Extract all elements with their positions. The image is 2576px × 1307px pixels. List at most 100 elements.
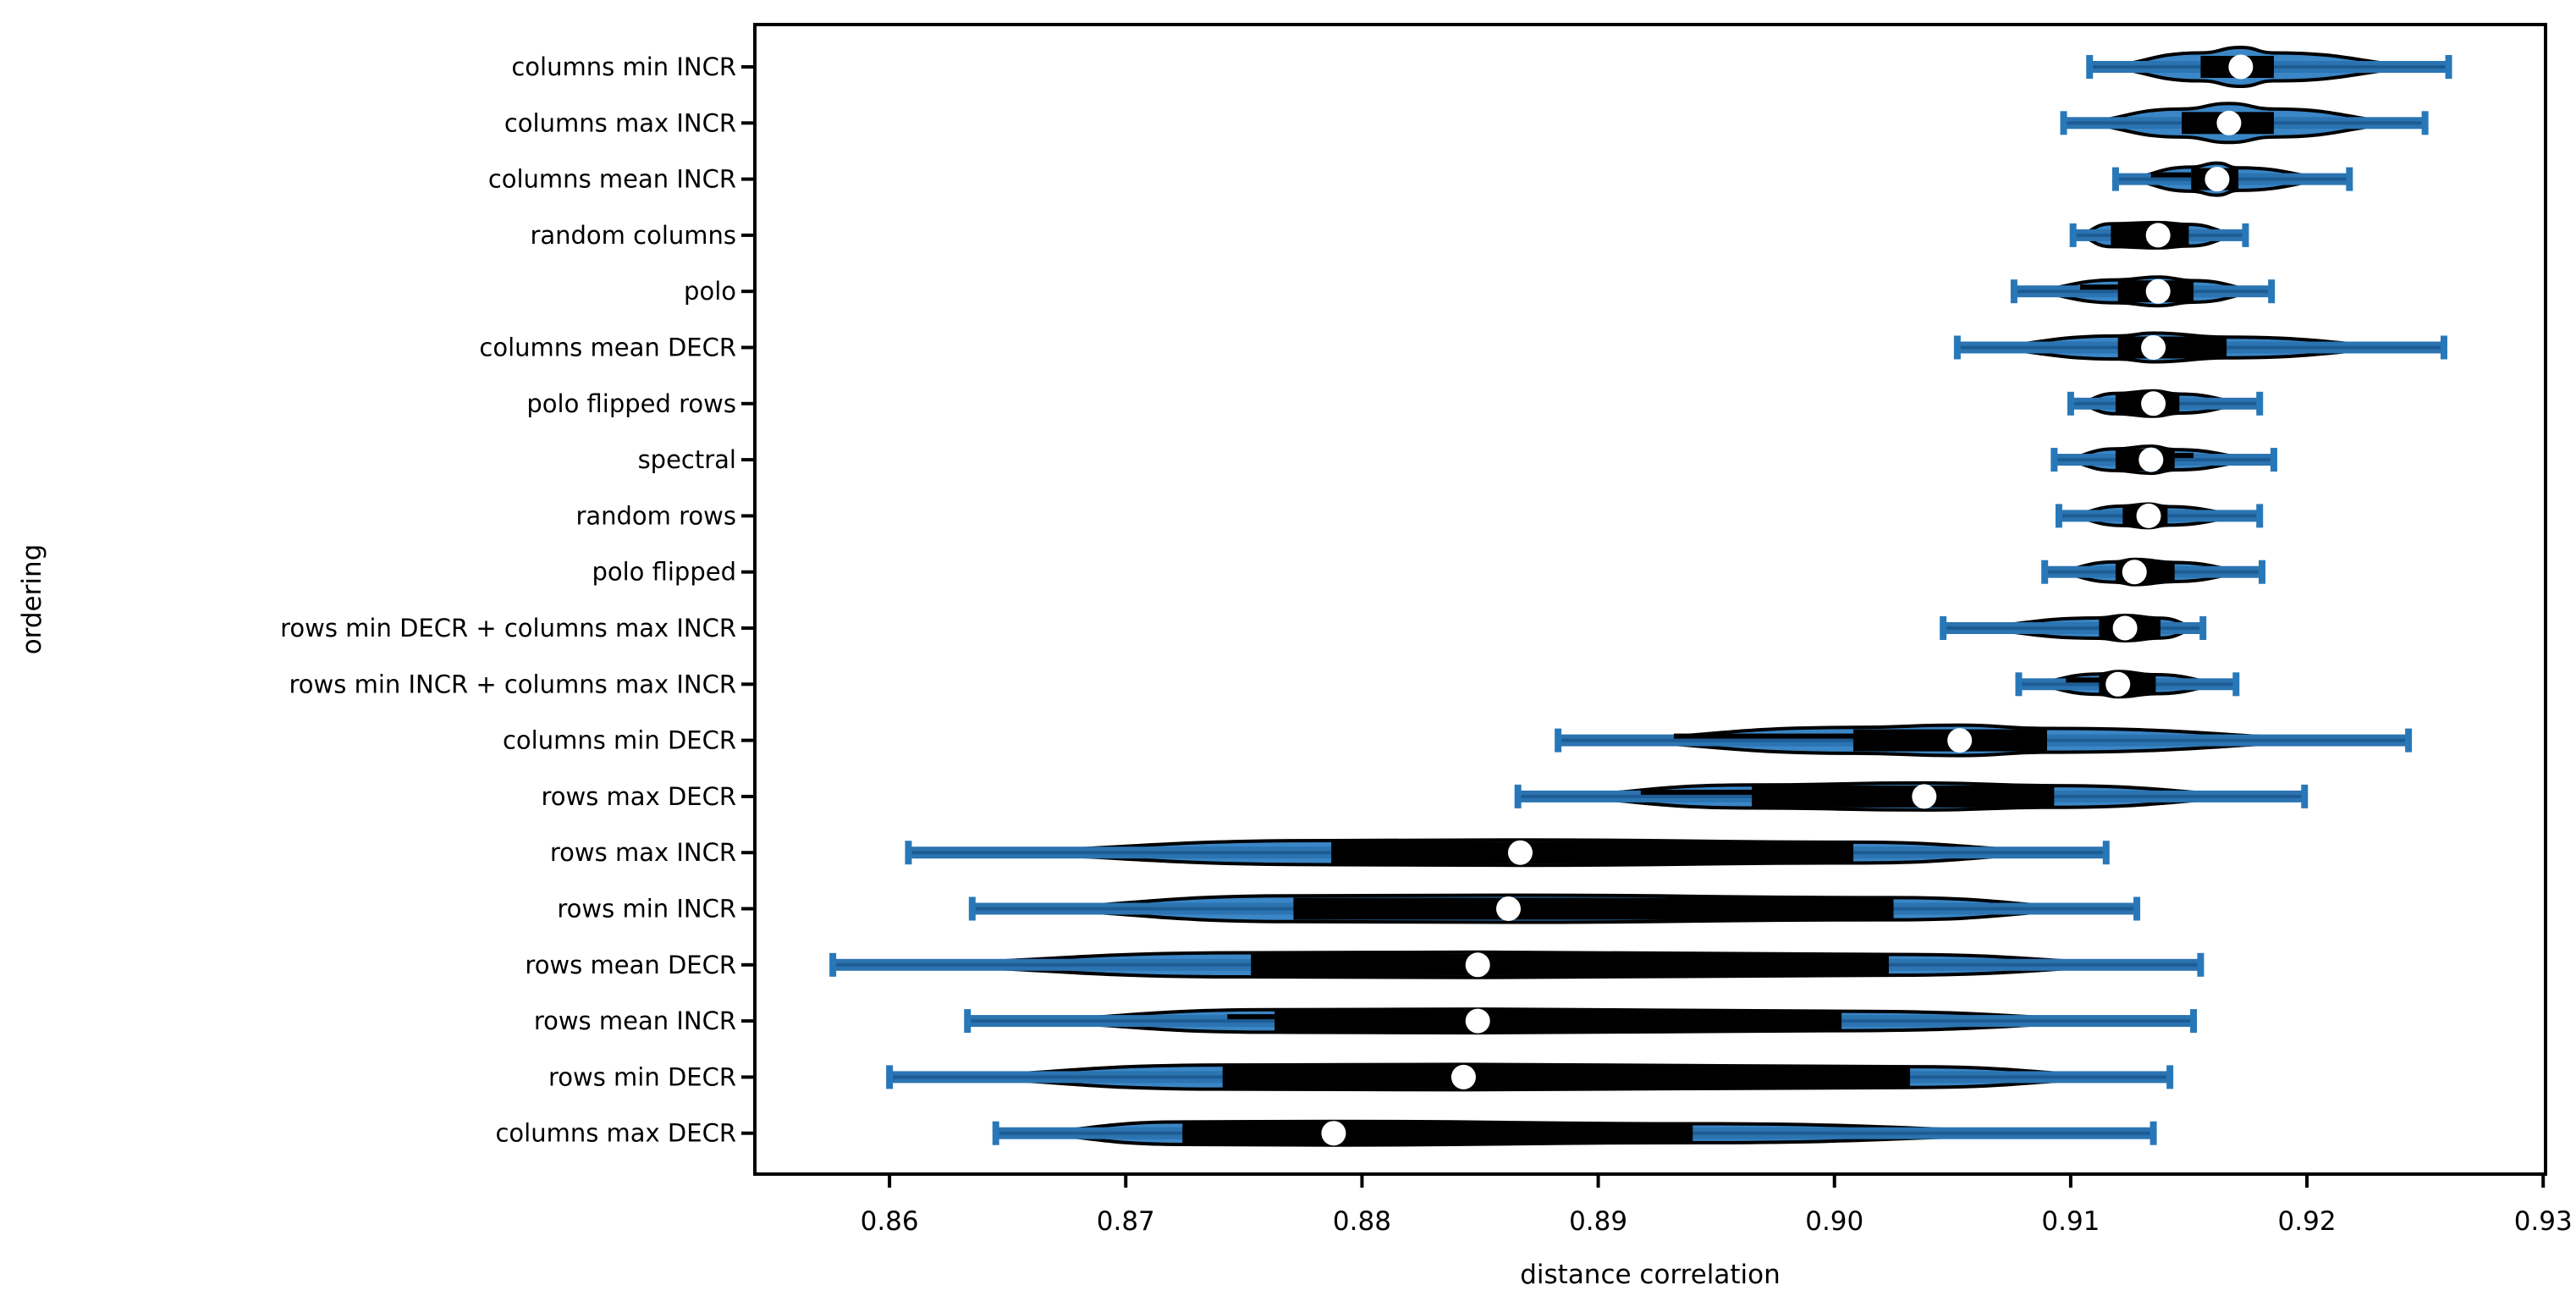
whisker-cap-high	[2256, 504, 2264, 528]
category-label: rows mean INCR	[534, 1006, 736, 1035]
category-label: rows min INCR	[557, 895, 736, 924]
whisker-cap-low	[2067, 391, 2074, 416]
whisker-cap-high	[2133, 896, 2141, 921]
violin-row	[964, 1007, 2198, 1035]
x-tick-label: 0.88	[1333, 1206, 1391, 1237]
category-label: columns max INCR	[504, 108, 736, 137]
whisker-cap-high	[2405, 728, 2413, 753]
median-dot	[1450, 1064, 1476, 1089]
whisker-inner-line	[1640, 789, 1753, 795]
violin-row	[968, 893, 2141, 924]
category-label: rows min INCR + columns max INCR	[289, 670, 737, 698]
median-dot	[2204, 167, 2230, 192]
whisker-inner-line	[1227, 1014, 1275, 1020]
category-label: columns mean INCR	[488, 165, 736, 194]
median-dot	[1465, 1008, 1490, 1034]
iqr-box	[1293, 897, 1894, 920]
median-dot	[2141, 335, 2166, 360]
median-dot	[2145, 223, 2171, 248]
category-label: columns min DECR	[503, 726, 736, 755]
violin-row	[2069, 220, 2249, 250]
category-label: polo flipped rows	[526, 389, 736, 418]
category-label: rows mean DECR	[525, 951, 736, 979]
category-label: polo flipped	[592, 558, 736, 587]
whisker-cap-high	[2421, 111, 2429, 135]
whisker-cap-high	[2301, 784, 2309, 808]
whisker-cap-low	[2055, 504, 2062, 528]
whisker-cap-high	[2440, 335, 2447, 360]
whisker-cap-low	[886, 1065, 894, 1089]
violin-row	[992, 1119, 2157, 1147]
x-tick-label: 0.89	[1569, 1206, 1627, 1237]
x-tick-label: 0.93	[2514, 1206, 2573, 1237]
whisker-cap-low	[992, 1121, 999, 1145]
median-dot	[1465, 952, 1490, 978]
x-axis-label: distance correlation	[1520, 1260, 1781, 1290]
whisker-cap-low	[2050, 448, 2058, 472]
plot-background	[755, 25, 2546, 1174]
category-label: spectral	[638, 445, 736, 474]
median-dot	[2141, 391, 2166, 416]
plot-border	[753, 23, 2547, 1176]
violin-row	[886, 1062, 2174, 1092]
whisker-cap-low	[1555, 728, 1562, 753]
x-tick-label: 0.92	[2278, 1206, 2337, 1237]
iqr-box	[1752, 785, 2055, 808]
median-dot	[2105, 671, 2131, 697]
violin-row	[2055, 502, 2264, 530]
whisker-cap-high	[2268, 279, 2276, 304]
category-label: rows max DECR	[541, 782, 736, 811]
whisker-cap-low	[1514, 784, 1522, 808]
iqr-box	[1274, 1010, 1842, 1033]
whisker-cap-high	[2166, 1065, 2174, 1089]
whisker-inner-line	[2080, 284, 2118, 290]
whisker-inner-line	[1673, 733, 1854, 739]
median-dot	[1947, 728, 1973, 753]
whisker-cap-low	[905, 841, 912, 865]
iqr-box	[1251, 953, 1889, 976]
whisker-cap-low	[2069, 223, 2077, 247]
x-tick-label: 0.91	[2041, 1206, 2100, 1237]
whisker-cap-low	[1940, 616, 1947, 640]
whisker-inner-line	[2066, 677, 2100, 683]
whisker-cap-high	[2197, 952, 2204, 977]
violin-row	[2010, 275, 2276, 308]
median-dot	[1321, 1121, 1346, 1146]
median-dot	[2112, 615, 2138, 641]
whisker-cap-high	[2270, 448, 2277, 472]
whisker-cap-high	[2190, 1009, 2198, 1034]
violin-row	[829, 950, 2204, 979]
whisker-cap-low	[968, 896, 976, 921]
whisker-cap-high	[2346, 167, 2353, 191]
whisker-cap-high	[2259, 560, 2266, 584]
whisker-cap-high	[2102, 841, 2110, 865]
whisker-cap-high	[2199, 616, 2207, 640]
median-dot	[1912, 784, 1937, 809]
whisker-cap-low	[2010, 279, 2017, 304]
median-dot	[2228, 54, 2254, 80]
violin-row	[1555, 723, 2413, 758]
iqr-box	[1222, 1066, 1911, 1089]
violins-layer	[829, 46, 2452, 1147]
violin-row	[1953, 331, 2447, 364]
category-label: random columns	[530, 221, 736, 250]
whisker-cap-low	[2060, 111, 2067, 135]
category-label: polo	[684, 277, 736, 306]
y-axis-label: ordering	[17, 544, 47, 655]
whisker-cap-low	[2111, 167, 2119, 191]
median-dot	[2136, 503, 2161, 528]
iqr-box	[1331, 841, 1854, 864]
category-label: columns mean DECR	[479, 334, 736, 362]
violin-row	[2111, 161, 2353, 197]
violin-row	[2067, 389, 2264, 418]
x-tick-label: 0.87	[1097, 1206, 1155, 1237]
whisker-line	[1943, 626, 2204, 630]
whisker-inner-line	[2174, 453, 2194, 459]
violin-row	[1940, 614, 2207, 642]
violin-row	[2086, 46, 2452, 88]
median-dot	[1507, 840, 1533, 865]
violin-row	[2060, 102, 2429, 145]
category-label: columns max DECR	[495, 1119, 736, 1148]
